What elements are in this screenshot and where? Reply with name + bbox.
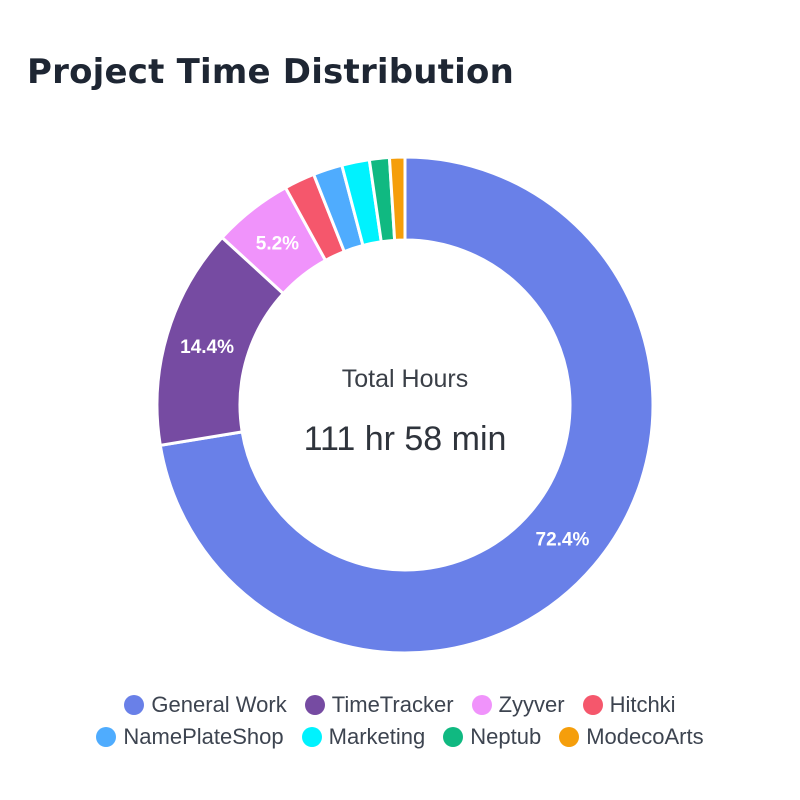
slice-general-work[interactable] — [158, 155, 655, 655]
legend-swatch — [304, 695, 325, 715]
legend-swatch — [124, 695, 145, 715]
legend-item-timetracker[interactable]: TimeTracker — [304, 692, 454, 718]
legend-label: ModecoArts — [586, 724, 704, 749]
slice-label: 72.4% — [536, 530, 590, 551]
legend-label: General Work — [151, 692, 287, 717]
legend-item-hitchki[interactable]: Hitchki — [582, 692, 676, 718]
legend-label: NamePlateShop — [123, 724, 284, 749]
legend-item-general-work[interactable]: General Work — [124, 692, 287, 718]
legend-swatch — [96, 727, 117, 747]
legend-item-nameplateshop[interactable]: NamePlateShop — [96, 724, 284, 750]
legend-item-modecoarts[interactable]: ModecoArts — [559, 724, 704, 750]
chart-legend: General Work TimeTracker Zyyver Hitchki Nam… — [0, 692, 800, 750]
legend-label: Neptub — [470, 724, 542, 749]
chart-title: Project Time Distribution — [27, 52, 514, 92]
legend-row: General Work TimeTracker Zyyver Hitchki — [124, 692, 676, 718]
slice-label: 5.2% — [256, 234, 299, 255]
legend-row: NamePlateShop Marketing Neptub ModecoArts — [96, 724, 704, 750]
legend-label: Hitchki — [609, 692, 676, 717]
slice-modecoarts[interactable] — [387, 155, 407, 242]
legend-item-marketing[interactable]: Marketing — [301, 724, 426, 750]
legend-label: Marketing — [328, 724, 426, 749]
center-label: Total Hours — [342, 365, 468, 393]
slice-label: 14.4% — [180, 337, 234, 358]
legend-label: TimeTracker — [331, 692, 454, 717]
legend-swatch — [582, 695, 603, 715]
legend-item-neptub[interactable]: Neptub — [443, 724, 541, 750]
center-value: 111 hr 58 min — [304, 420, 507, 458]
legend-label: Zyyver — [498, 692, 565, 717]
legend-swatch — [559, 727, 580, 747]
legend-item-zyyver[interactable]: Zyyver — [471, 692, 565, 718]
legend-swatch — [443, 727, 464, 747]
legend-swatch — [301, 727, 322, 747]
legend-swatch — [471, 695, 492, 715]
